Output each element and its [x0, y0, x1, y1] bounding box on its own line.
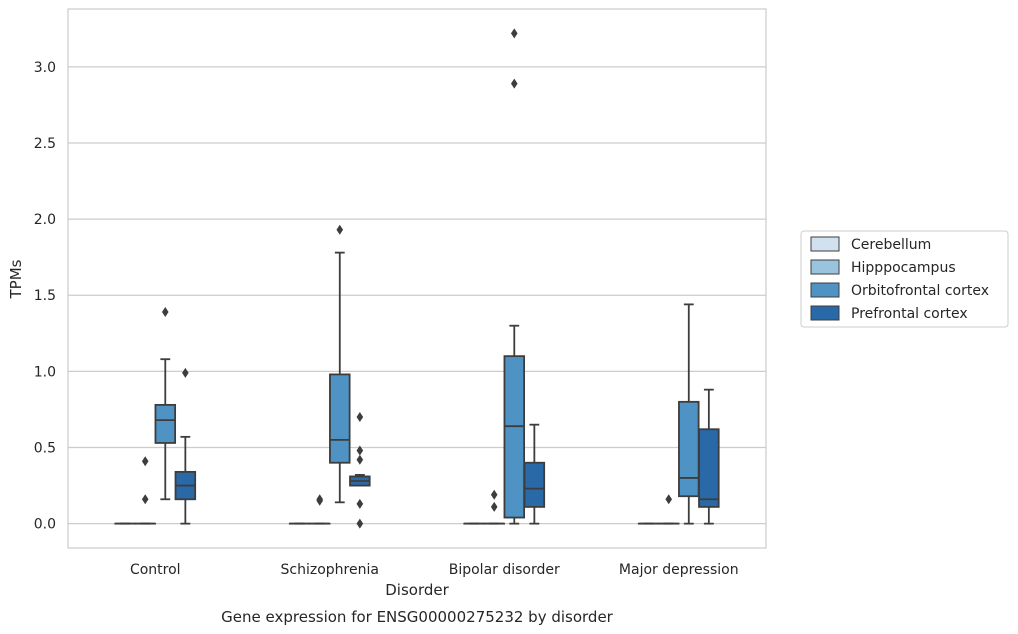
legend-entry: Cerebellum — [851, 237, 931, 253]
outlier-point — [510, 28, 518, 39]
y-axis-label: TPMs — [7, 259, 25, 299]
y-tick-label: 1.0 — [34, 364, 56, 380]
outlier-point — [356, 454, 364, 465]
legend-swatch — [810, 305, 840, 321]
x-tick-label: Major depression — [619, 562, 739, 578]
box-prefrontal-cortex — [174, 367, 197, 525]
y-tick-label: 0.5 — [34, 441, 56, 457]
legend-entry: Orbitofrontal cortex — [851, 283, 989, 299]
box-prefrontal-cortex — [349, 412, 371, 529]
box-prefrontal-cortex — [523, 423, 546, 525]
legend-swatch — [810, 259, 840, 275]
plot-frame — [67, 8, 767, 549]
box-orbitofrontal-cortex — [329, 224, 351, 504]
box-iqr — [698, 428, 720, 508]
x-tick-label: Schizophrenia — [281, 562, 379, 578]
outlier-point — [356, 412, 364, 423]
chart-caption: Gene expression for ENSG00000275232 by d… — [221, 608, 614, 626]
legend-entry: Prefrontal cortex — [851, 306, 968, 322]
box-iqr — [154, 403, 177, 444]
y-tick-label: 2.5 — [34, 136, 56, 152]
x-axis-ticks: Control Schizophrenia Bipolar disorder Majo… — [130, 562, 739, 578]
y-tick-label: 1.5 — [34, 288, 56, 304]
y-tick-label: 3.0 — [34, 60, 56, 76]
outlier-point — [336, 224, 344, 235]
box-iqr — [678, 400, 700, 498]
outlier-point — [665, 494, 673, 505]
box-hipppocampus — [483, 489, 505, 525]
legend-swatch — [810, 282, 840, 298]
outlier-point — [182, 367, 189, 378]
outlier-point — [490, 489, 498, 500]
y-tick-label: 0.0 — [34, 517, 56, 533]
box-prefrontal-cortex — [698, 388, 720, 525]
outlier-point — [510, 78, 518, 89]
box-hipppocampus — [308, 494, 331, 525]
box-iqr — [523, 461, 546, 508]
box-orbitofrontal-cortex — [503, 28, 526, 525]
box-hipppocampus — [657, 494, 680, 525]
x-axis-label: Disorder — [385, 581, 449, 599]
legend: Cerebellum Hipppocampus Orbitofrontal cort… — [800, 230, 1009, 328]
box-iqr — [503, 355, 526, 519]
box-groups — [114, 28, 720, 529]
legend-swatch — [810, 236, 840, 252]
outlier-point — [141, 456, 149, 467]
x-tick-label: Bipolar disorder — [449, 562, 560, 578]
outlier-point — [356, 445, 364, 456]
outlier-point — [356, 498, 364, 509]
outlier-point — [141, 494, 149, 505]
box-hipppocampus — [134, 456, 156, 525]
outlier-point — [490, 501, 498, 512]
y-axis-ticks: 0.0 0.5 1.0 1.5 2.0 2.5 3.0 — [34, 60, 56, 533]
box-iqr — [329, 373, 351, 464]
y-tick-label: 2.0 — [34, 212, 56, 228]
box-orbitofrontal-cortex — [154, 306, 177, 501]
outlier-point — [316, 494, 324, 505]
outlier-point — [356, 518, 364, 529]
x-tick-label: Control — [130, 562, 181, 578]
legend-entry: Hipppocampus — [851, 260, 956, 276]
legend-frame — [800, 230, 1009, 328]
outlier-point — [161, 306, 169, 317]
